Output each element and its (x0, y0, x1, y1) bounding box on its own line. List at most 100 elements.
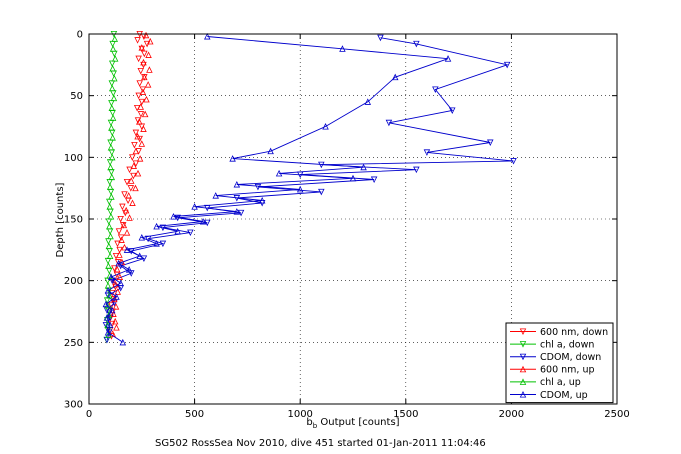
data-point-chl-a-up (105, 242, 113, 250)
data-point-cdom-up (229, 155, 236, 162)
data-point-chl-a-up (104, 301, 111, 309)
data-point-chl-a-up (106, 203, 113, 210)
data-point-cdom-down (413, 166, 420, 174)
svg-text:bb Output [counts]: bb Output [counts] (306, 417, 399, 430)
data-point-cdom-up (119, 338, 127, 346)
data-point-600-nm-up (112, 303, 120, 310)
data-point-600-nm-up (138, 140, 146, 147)
data-point-cdom-up (391, 73, 399, 81)
data-point-600-nm-up (130, 162, 138, 169)
data-point-cdom-up (153, 222, 160, 230)
data-point-600-nm-down (139, 86, 147, 93)
y-tick-label: 50 (70, 91, 83, 102)
data-point-cdom-up (174, 227, 181, 235)
data-point-600-nm-up (143, 95, 150, 103)
data-point-cdom-up (104, 287, 112, 294)
legend-label: CDOM, down (540, 352, 601, 363)
x-tick-label: 500 (185, 409, 204, 420)
data-point-cdom-down (318, 188, 325, 196)
x-axis-label-base: b (306, 417, 312, 428)
x-tick-label: 0 (86, 409, 92, 420)
data-point-cdom-up (199, 217, 207, 225)
x-axis-label-text: Output [counts] (317, 417, 399, 428)
data-point-chl-a-up (108, 193, 115, 200)
data-point-cdom-down (204, 219, 211, 227)
data-point-cdom-up (267, 147, 274, 155)
data-point-chl-a-up (111, 35, 119, 42)
data-point-600-nm-up (144, 81, 152, 88)
data-point-600-nm-up (134, 132, 141, 140)
legend-item-600-nm-down: 600 nm, down (510, 327, 608, 338)
data-point-600-nm-up (109, 330, 116, 337)
data-point-600-nm-up (120, 221, 128, 229)
data-point-cdom-up (275, 169, 283, 177)
x-tick-label: 1500 (393, 409, 418, 420)
data-point-chl-a-up (106, 272, 113, 279)
data-point-600-nm-up (132, 184, 139, 192)
data-point-600-nm-down (117, 215, 124, 223)
data-point-cdom-down (432, 86, 439, 93)
legend-item-chl-a-down: chl a, down (510, 339, 594, 350)
y-tick-label: 0 (77, 30, 83, 41)
data-point-cdom-down (423, 149, 431, 156)
data-point-cdom-up (349, 174, 357, 182)
data-point-chl-a-up (109, 45, 117, 52)
x-axis-label: bb Output [counts] (306, 417, 399, 430)
legend-item-cdom-up: CDOM, up (510, 390, 588, 401)
data-point-600-nm-up (132, 147, 140, 155)
data-point-600-nm-up (140, 58, 147, 66)
data-point-cdom-up (136, 252, 143, 260)
data-point-cdom-up (296, 185, 304, 193)
data-point-cdom-up (103, 314, 111, 321)
data-point-600-nm-up (114, 266, 121, 273)
data-point-chl-a-up (105, 311, 113, 319)
y-tick-label: 200 (64, 276, 83, 287)
data-point-chl-a-up (108, 84, 116, 92)
data-point-chl-a-up (106, 222, 113, 230)
legend-label: CDOM, up (540, 390, 588, 401)
caption: SG502 RossSea Nov 2010, dive 451 started… (155, 438, 486, 449)
data-point-600-nm-down (117, 234, 125, 241)
data-point-600-nm-up (121, 243, 128, 251)
data-point-cdom-up (339, 45, 346, 52)
series-line-cdom-up (105, 36, 449, 343)
data-point-chl-a-up (107, 213, 115, 220)
data-point-600-nm-up (126, 214, 133, 221)
data-point-600-nm-down (141, 50, 148, 58)
data-point-cdom-down (377, 34, 384, 42)
legend-item-chl-a-up: chl a, up (510, 377, 581, 388)
data-point-600-nm-up (118, 236, 125, 243)
y-tick-label: 250 (64, 338, 83, 349)
data-point-600-nm-down (119, 222, 127, 229)
data-point-600-nm-down (127, 185, 135, 192)
data-point-cdom-down (503, 61, 511, 69)
data-point-cdom-up (170, 213, 177, 220)
y-tick-label: 300 (64, 400, 83, 411)
data-point-600-nm-down (130, 172, 137, 180)
data-point-600-nm-up (147, 37, 154, 45)
data-point-chl-a-up (111, 74, 118, 82)
data-point-cdom-down (159, 240, 167, 248)
data-point-cdom-up (258, 197, 266, 204)
data-point-cdom-down (487, 139, 494, 147)
data-point-600-nm-down (111, 265, 118, 272)
data-point-cdom-down (370, 176, 378, 184)
data-point-600-nm-down (126, 166, 133, 174)
legend-marker (519, 391, 527, 398)
data-point-600-nm-down (137, 111, 145, 118)
data-point-chl-a-down (108, 60, 116, 68)
series-layer (102, 30, 517, 346)
data-point-600-nm-up (113, 324, 120, 331)
data-point-cdom-down (237, 209, 245, 217)
data-point-cdom-up (102, 300, 110, 308)
data-point-cdom-down (187, 229, 194, 237)
data-point-chl-a-up (111, 55, 119, 62)
data-point-cdom-down (102, 322, 110, 329)
data-point-600-nm-down (134, 117, 142, 124)
data-point-600-nm-up (146, 66, 153, 73)
data-point-600-nm-up (134, 169, 142, 177)
data-point-cdom-up (104, 328, 112, 336)
data-point-cdom-up (107, 273, 115, 280)
data-point-cdom-up (113, 293, 120, 300)
